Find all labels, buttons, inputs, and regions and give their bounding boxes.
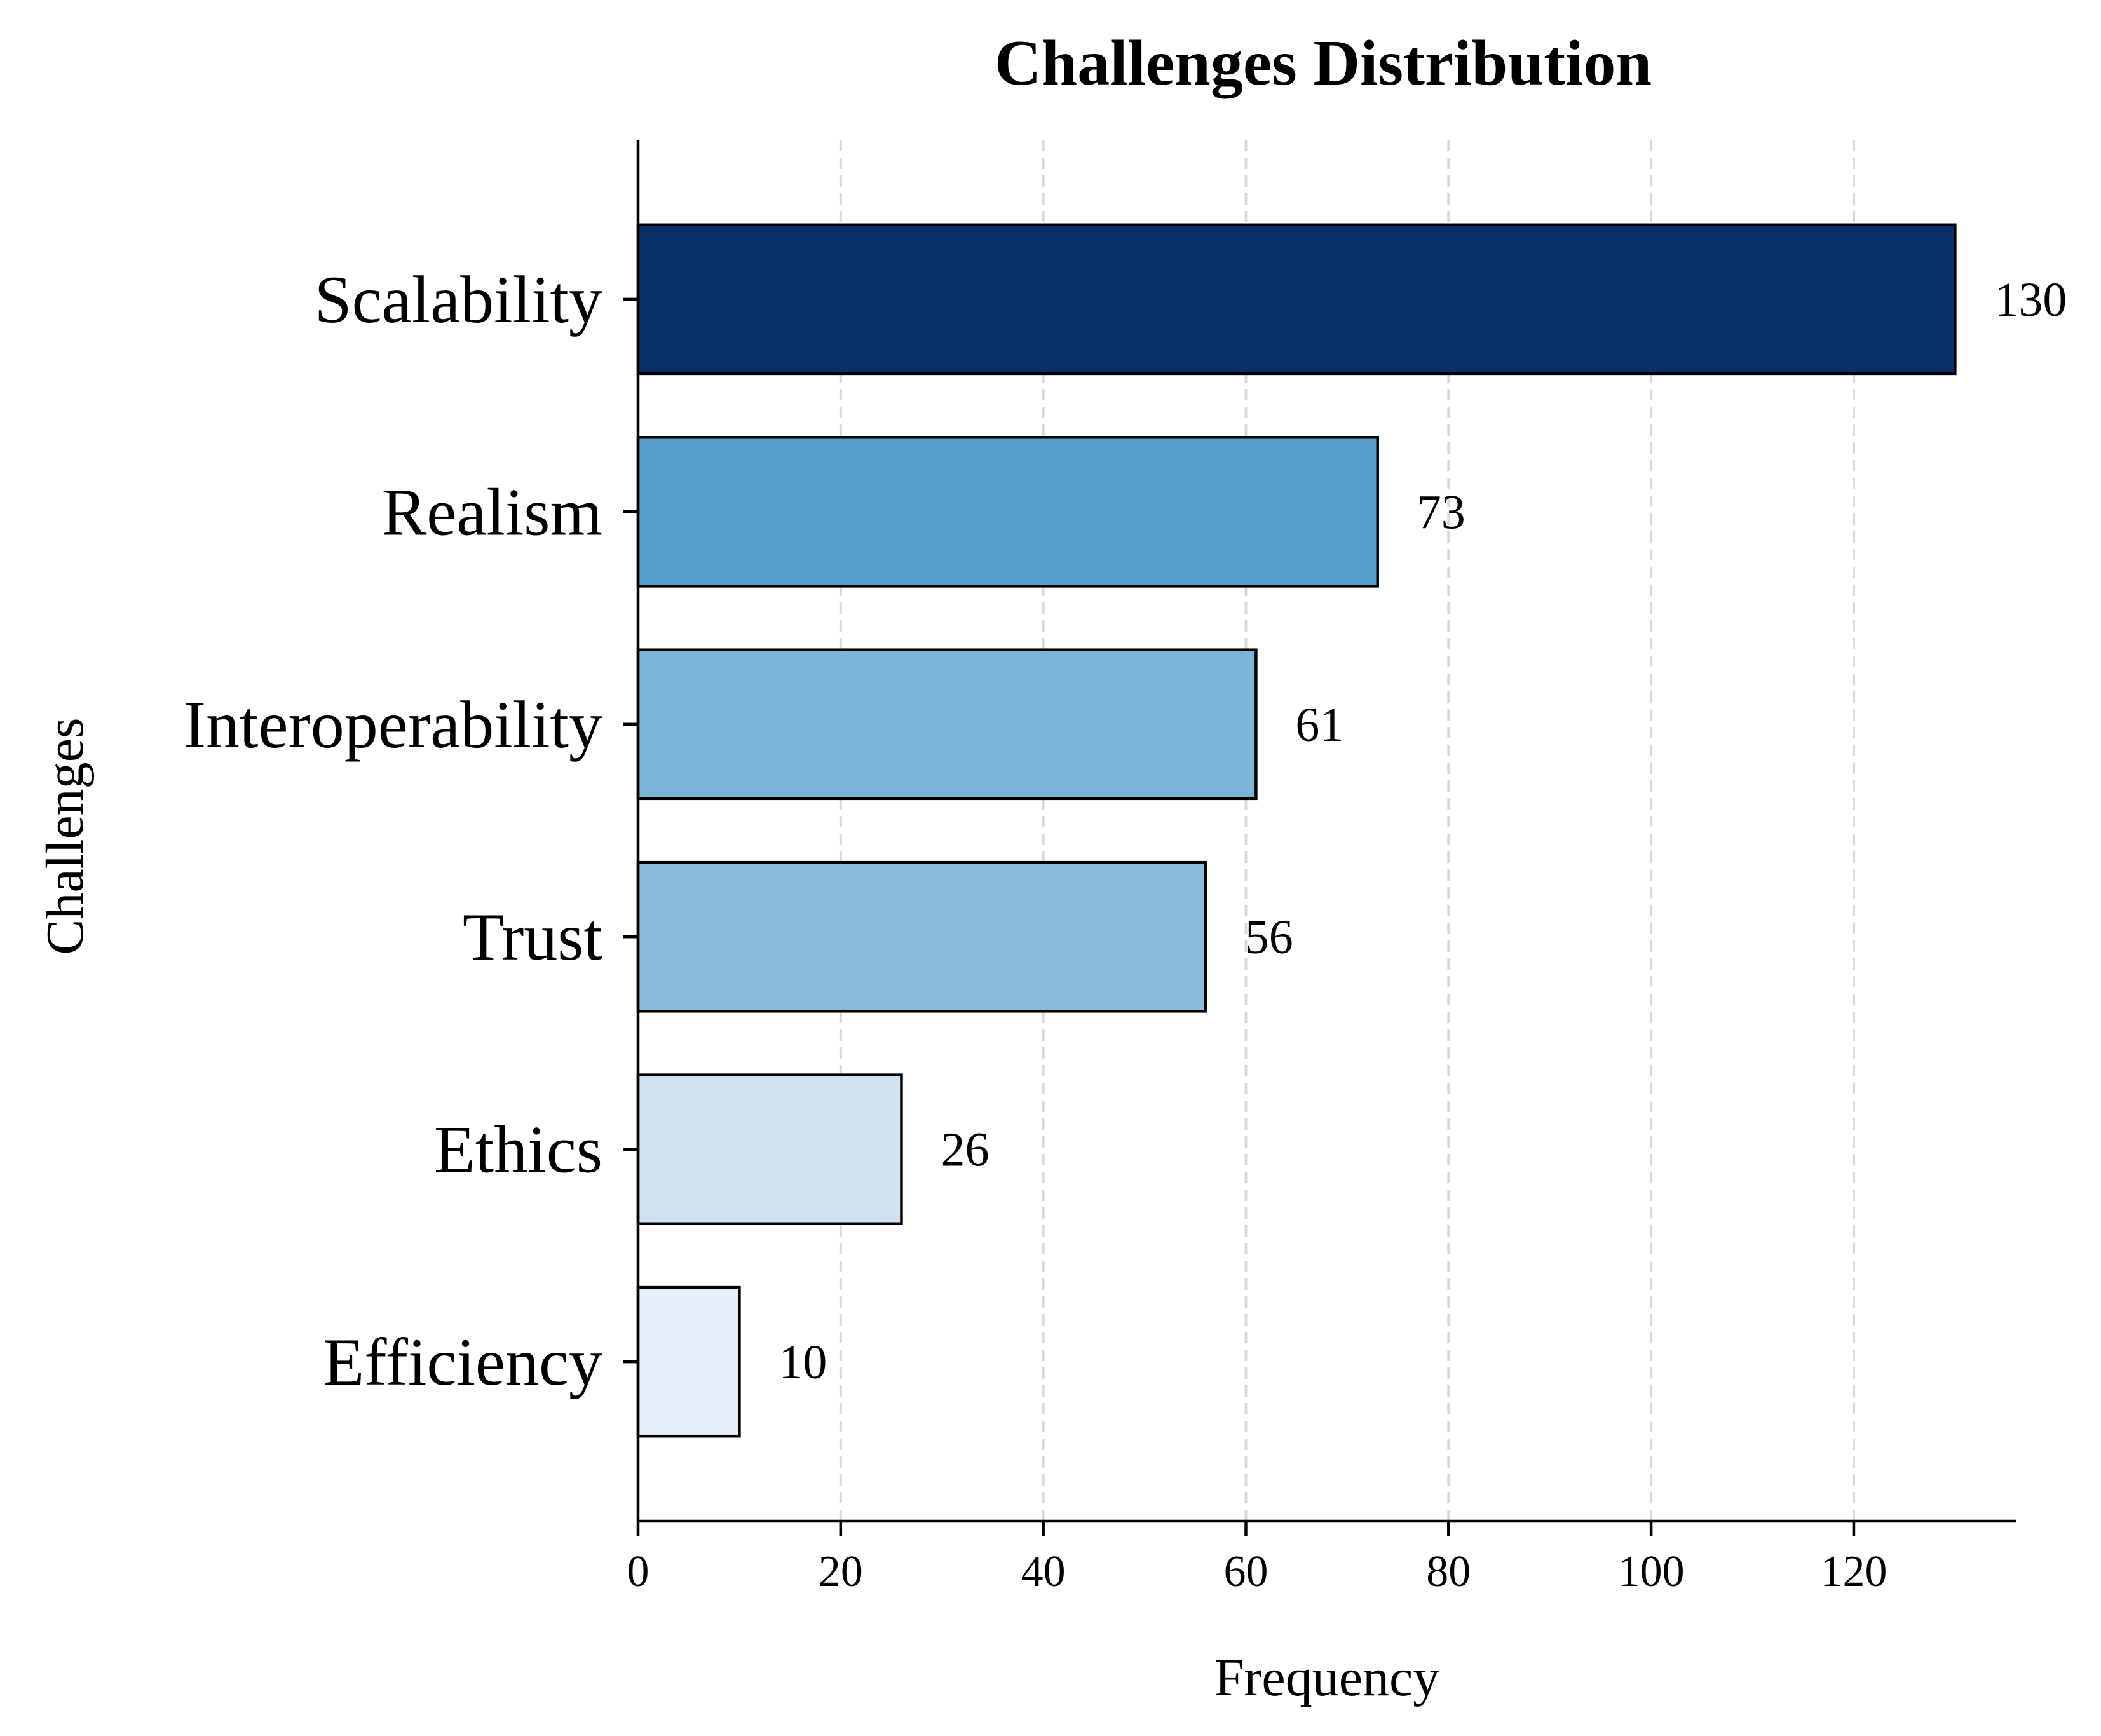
bar-scalability bbox=[636, 223, 1957, 376]
bar-realism bbox=[636, 435, 1379, 588]
x-tick-label: 20 bbox=[819, 1547, 863, 1596]
y-categories: Scalability Realism Interoperability Trust E… bbox=[184, 262, 638, 1399]
x-tick-label: 0 bbox=[627, 1547, 649, 1596]
bar-value-label: 56 bbox=[1245, 911, 1293, 964]
x-ticks: 0 20 40 60 80 100 120 bbox=[627, 1521, 1887, 1596]
axes bbox=[636, 140, 2016, 1523]
x-tick-label: 100 bbox=[1618, 1547, 1685, 1596]
bar-ethics bbox=[636, 1073, 903, 1226]
x-tick-label: 120 bbox=[1820, 1547, 1887, 1596]
chart-title: Challenges Distribution bbox=[995, 27, 1652, 99]
y-category-label: Trust bbox=[463, 900, 602, 974]
bar-value-label: 130 bbox=[1994, 273, 2067, 327]
value-labels: 130 73 61 56 26 10 bbox=[779, 273, 2067, 1389]
bar-value-label: 61 bbox=[1295, 698, 1343, 752]
bar-interoperability bbox=[636, 648, 1258, 801]
y-category-label: Efficiency bbox=[323, 1325, 602, 1399]
bar-value-label: 10 bbox=[779, 1336, 827, 1389]
bar-trust bbox=[636, 860, 1207, 1013]
x-axis-title: Frequency bbox=[1214, 1648, 1440, 1707]
y-axis-title: Challenges bbox=[36, 717, 95, 954]
bar-value-label: 26 bbox=[941, 1123, 989, 1177]
x-tick-label: 60 bbox=[1223, 1547, 1268, 1596]
y-category-label: Ethics bbox=[434, 1113, 602, 1187]
bar-value-label: 73 bbox=[1417, 485, 1465, 539]
y-category-label: Realism bbox=[382, 475, 602, 549]
y-category-label: Interoperability bbox=[184, 688, 602, 762]
x-tick-label: 80 bbox=[1426, 1547, 1471, 1596]
x-tick-label: 40 bbox=[1021, 1547, 1066, 1596]
bar-efficiency bbox=[636, 1285, 741, 1438]
bars bbox=[636, 223, 1957, 1438]
y-category-label: Scalability bbox=[315, 262, 602, 337]
